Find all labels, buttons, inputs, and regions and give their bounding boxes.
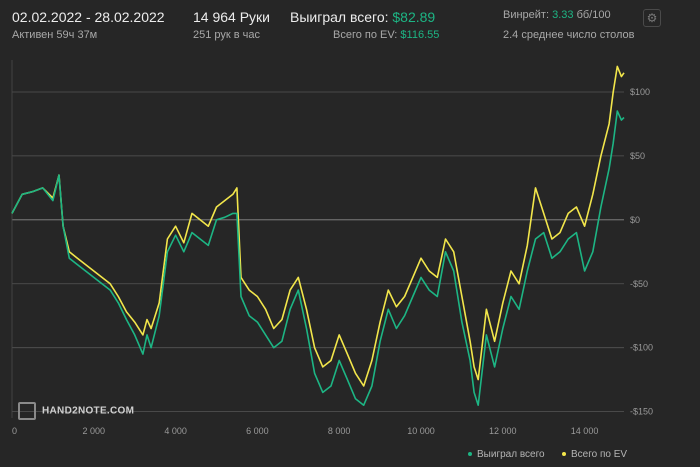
hand2note-logo-icon [18,402,36,420]
settings-gear-icon[interactable]: ⚙ [643,9,661,27]
ev-total-value: $116.55 [400,29,440,41]
y-tick-label: $100 [630,87,650,97]
hands-count: 14 964 Руки [193,9,270,25]
winrate-label: Винрейт: [503,9,550,21]
won-total: Выиграл всего: $82.89 [290,9,435,25]
series-line-ev [11,65,625,387]
y-tick-label: $0 [630,215,640,225]
y-tick-label: -$50 [630,279,648,289]
x-tick-label: 14 000 [571,426,599,436]
x-tick-label: 12 000 [489,426,517,436]
watermark: HAND2NOTE.COM [18,402,134,420]
x-tick-label: 10 000 [407,426,435,436]
x-tick-label: 2 000 [83,426,106,436]
y-tick-label: -$150 [630,407,653,417]
x-tick-label: 6 000 [246,426,269,436]
winrate-unit: бб/100 [576,9,611,21]
ev-total-label: Всего по EV: [333,29,398,41]
legend-item-ev[interactable]: Всего по EV [562,449,627,460]
x-tick-label: 0 [12,426,17,436]
series-line-won [11,110,625,406]
legend-swatch-won [468,452,472,457]
y-tick-label: $50 [630,151,645,161]
watermark-text: HAND2NOTE.COM [42,405,135,417]
won-total-label: Выиграл всего: [290,9,389,25]
x-tick-label: 4 000 [164,426,187,436]
legend-label-won: Выиграл всего [477,449,545,460]
x-tick-label: 8 000 [328,426,351,436]
date-range: 02.02.2022 - 28.02.2022 [12,9,165,25]
ev-total: Всего по EV: $116.55 [333,29,439,41]
hands-per-hour: 251 рук в час [193,29,261,41]
y-tick-label: -$100 [630,343,653,353]
legend-swatch-ev [562,452,566,457]
winrate: Винрейт: 3.33 бб/100 [503,9,611,21]
avg-tables: 2.4 среднее число столов [503,29,635,41]
winrate-value: 3.33 [552,9,574,21]
active-time: Активен 59ч 37м [12,29,98,41]
legend-label-ev: Всего по EV [571,449,628,460]
legend-item-won[interactable]: Выиграл всего [468,449,545,460]
won-total-value: $82.89 [392,9,436,25]
